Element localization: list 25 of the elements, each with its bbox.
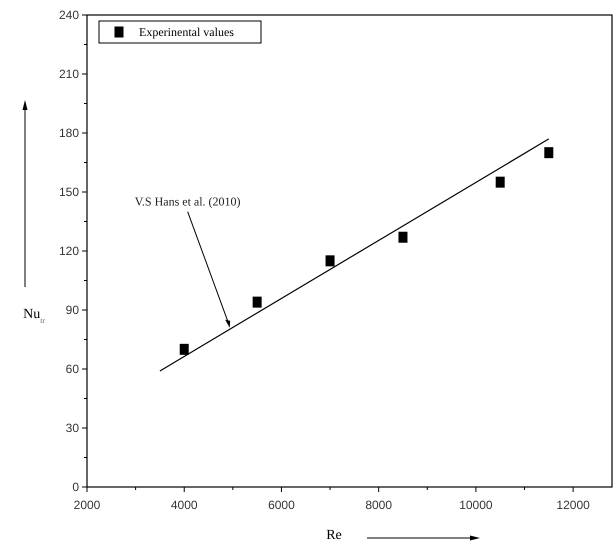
x-tick-label: 2000 bbox=[74, 498, 101, 512]
annotation: V.S Hans et al. (2010) bbox=[134, 194, 241, 209]
point bbox=[398, 232, 408, 243]
y-tick-label: 30 bbox=[66, 421, 80, 435]
y-tick-label: 0 bbox=[72, 480, 80, 494]
y-tick-label: 90 bbox=[66, 303, 80, 317]
x-tick-label: 12000 bbox=[556, 498, 590, 512]
x-tick-label: 6000 bbox=[268, 498, 296, 512]
x-tick-label: 8000 bbox=[365, 498, 392, 512]
x-tick-label: 4000 bbox=[170, 498, 198, 512]
y-tick-label: 120 bbox=[58, 244, 80, 258]
point bbox=[496, 176, 505, 188]
point bbox=[326, 255, 335, 266]
y-tick-label: 150 bbox=[58, 185, 80, 199]
y-tick-label: 210 bbox=[58, 67, 80, 81]
point bbox=[180, 344, 189, 355]
y-tick-label: 60 bbox=[66, 362, 80, 376]
point bbox=[252, 296, 262, 308]
legend-label: Experinental values bbox=[139, 25, 234, 39]
x-axis-title: Re bbox=[326, 528, 342, 543]
y-tick-label: 240 bbox=[58, 8, 80, 22]
x-tick-label: 10000 bbox=[459, 498, 493, 512]
y-axis-title: Nu$_{tr}$ bbox=[23, 307, 46, 324]
point bbox=[544, 147, 554, 158]
y-tick-label: 180 bbox=[58, 126, 80, 140]
